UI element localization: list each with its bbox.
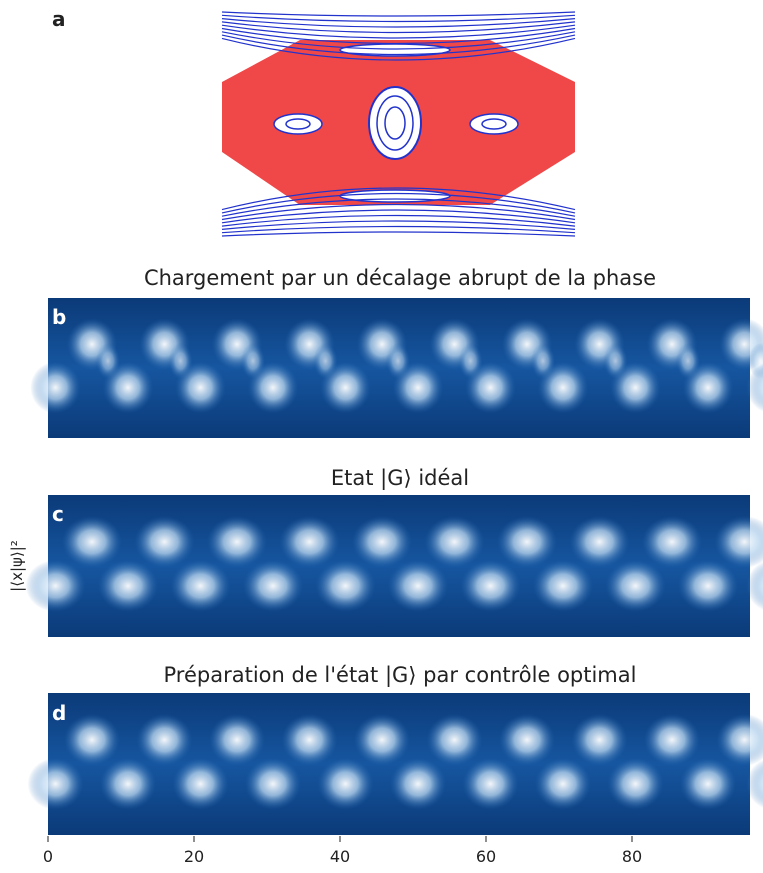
density-blob (25, 559, 86, 612)
density-blob (136, 713, 193, 766)
panel-label: c (52, 502, 64, 526)
island (376, 95, 414, 151)
density-blob (100, 757, 156, 810)
x-tick-label: 60 (476, 847, 496, 866)
density-blob (746, 561, 763, 611)
flow-line (221, 34, 576, 56)
island (469, 113, 519, 135)
density-blob (571, 713, 628, 766)
density-blob (247, 361, 299, 414)
density-blob (499, 713, 555, 766)
density-blob (424, 515, 485, 568)
density-blob (746, 759, 763, 809)
panel-title: Préparation de l'état |G⟩ par contrôle o… (164, 663, 637, 688)
density-blob (680, 757, 736, 810)
density-blob (390, 757, 446, 810)
density-blob (320, 361, 371, 414)
density-blob (537, 361, 589, 414)
density-blob (569, 515, 630, 568)
flow-line (221, 187, 576, 211)
density-blob (209, 713, 265, 766)
density-blob (465, 361, 516, 414)
flow-line (221, 225, 576, 234)
panel-label: a (52, 7, 66, 31)
density-blob (746, 363, 763, 412)
y-axis-label: |⟨x|ψ⟩|² (8, 540, 26, 592)
panel-label: d (52, 701, 66, 725)
flow-line (221, 31, 576, 50)
density-blob (388, 559, 448, 612)
density-blob (462, 757, 519, 810)
flow-line (221, 37, 576, 61)
density-blob (535, 757, 591, 810)
density-blob (315, 559, 376, 612)
flow-line (221, 11, 576, 17)
density-blob (281, 713, 338, 766)
density-blob (607, 757, 664, 810)
density-blob (533, 559, 593, 612)
panel-label: b (52, 305, 66, 329)
density-blob (62, 515, 122, 568)
x-tick-label: 80 (622, 847, 642, 866)
flow-line (221, 21, 576, 34)
density-blob (460, 559, 521, 612)
flow-line (221, 209, 576, 224)
density-blob (64, 713, 120, 766)
density-blob (27, 757, 84, 810)
density-blob (392, 361, 444, 414)
density-blob (317, 757, 374, 810)
panel-title: Chargement par un décalage abrupt de la … (144, 266, 656, 290)
density-blob (426, 713, 483, 766)
island (384, 106, 406, 140)
density-blob (172, 757, 229, 810)
density-blob (714, 515, 763, 568)
x-tick-label: 0 (43, 847, 53, 866)
phase-portrait (221, 11, 576, 237)
density-blob (497, 515, 557, 568)
panel-title: Etat |G⟩ idéal (331, 466, 469, 491)
flow-line (221, 231, 576, 237)
heatmap (30, 298, 763, 438)
flow-line (221, 24, 576, 39)
density-blob (642, 515, 702, 568)
flow-line (221, 203, 576, 221)
density-blob (243, 559, 303, 612)
x-tick-label: 20 (184, 847, 204, 866)
flow-line (221, 27, 576, 45)
density-blob (352, 515, 412, 568)
density-blob (102, 361, 154, 414)
x-tick-label: 40 (330, 847, 350, 866)
flow-line (221, 198, 576, 217)
island (273, 113, 323, 135)
density-blob (644, 713, 700, 766)
density-blob (279, 515, 340, 568)
density-blob (716, 713, 763, 766)
density-blob (98, 559, 158, 612)
flow-line (221, 214, 576, 227)
density-blob (245, 757, 301, 810)
island (481, 118, 507, 130)
density-blob (134, 515, 195, 568)
heatmap (25, 495, 763, 637)
density-blob (678, 559, 738, 612)
density-blob (605, 559, 666, 612)
density-blob (354, 713, 410, 766)
density-blob (207, 515, 267, 568)
density-blob (682, 361, 734, 414)
island (285, 118, 311, 130)
density-blob (610, 361, 661, 414)
flow-line (221, 18, 576, 28)
density-blob (30, 361, 81, 414)
flow-line (221, 192, 576, 214)
density-blob (170, 559, 231, 612)
heatmap (27, 693, 763, 835)
flow-line (221, 14, 576, 23)
density-blob (175, 361, 226, 414)
flow-line (221, 220, 576, 230)
